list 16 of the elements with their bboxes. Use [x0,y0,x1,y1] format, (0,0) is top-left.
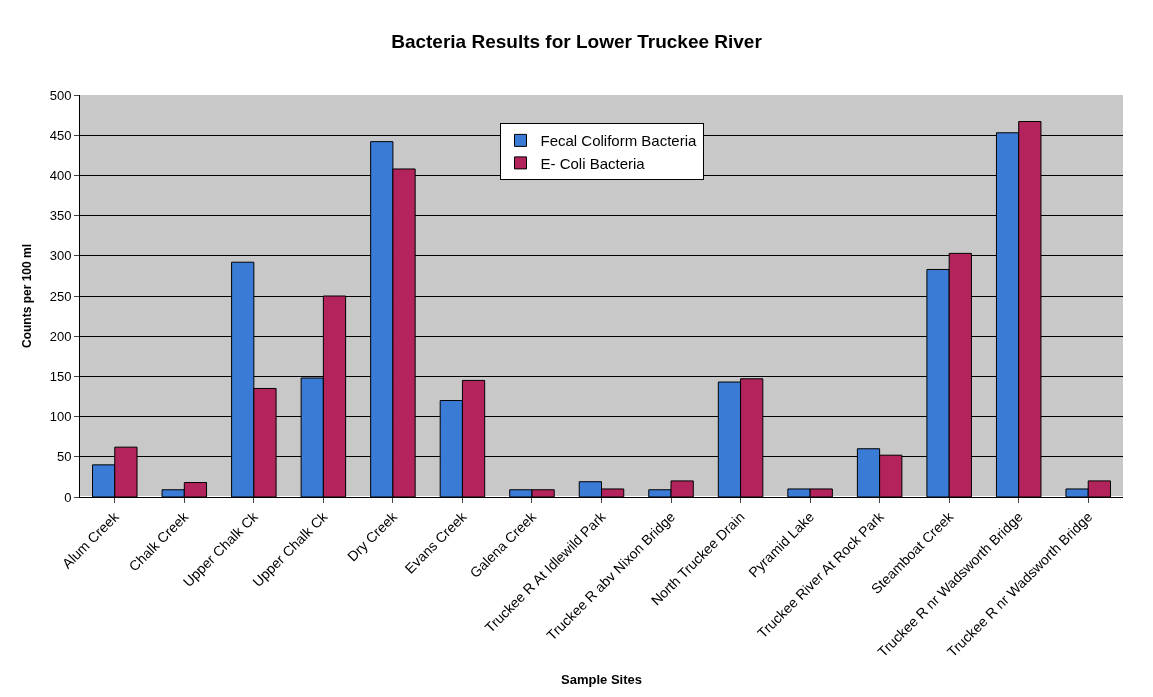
y-axis-title: Counts per 100 ml [20,243,34,349]
y-tick-label: 350 [49,208,72,224]
y-tick-label: 250 [49,288,72,304]
y-tick-label: 150 [49,368,72,384]
legend-label: E- Coli Bacteria [540,154,646,172]
y-tick-label: 500 [49,87,72,103]
chart-title: Bacteria Results for Lower Truckee River [391,31,763,53]
y-tick-label: 300 [49,248,72,264]
legend-label: Fecal Coliform Bacteria [540,132,698,150]
y-tick-label: 100 [49,409,72,425]
y-tick-label: 200 [49,328,72,344]
y-tick-label: 50 [56,449,72,465]
x-axis-title: Sample Sites [561,671,642,687]
y-tick-label: 450 [49,127,72,143]
y-tick-label: 400 [49,167,72,183]
y-tick-label: 0 [64,489,72,505]
